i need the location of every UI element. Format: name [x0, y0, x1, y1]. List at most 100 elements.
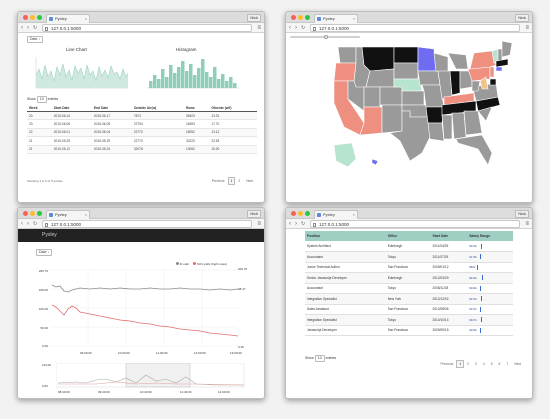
entries-select[interactable]: 10: [36, 96, 47, 103]
back-icon[interactable]: ‹: [289, 25, 291, 31]
close-window-button[interactable]: [23, 211, 28, 216]
minimize-window-button[interactable]: [30, 211, 35, 216]
y-axis-labels: 200.75 150.00 100.00 50.00 0.00: [34, 269, 48, 348]
page-button[interactable]: 4: [482, 362, 485, 366]
address-input[interactable]: 127.0.0.1:5000: [42, 220, 252, 228]
minimize-window-button[interactable]: [30, 15, 35, 20]
browser-tab[interactable]: Pyxley ×: [46, 210, 90, 219]
minimize-window-button[interactable]: [298, 15, 303, 20]
table-cell-position: Accountant: [305, 283, 386, 294]
address-input[interactable]: 127.0.0.1:5000: [42, 24, 252, 32]
prev-page-button[interactable]: Previous: [440, 362, 454, 366]
reload-icon[interactable]: ↻: [33, 221, 38, 227]
page-button[interactable]: 1: [227, 177, 236, 185]
tab-title: Pyxley: [55, 212, 67, 217]
browser-tab[interactable]: Pyxley ×: [46, 14, 90, 23]
forward-icon[interactable]: ›: [27, 221, 29, 227]
entries-select[interactable]: 10: [314, 355, 325, 362]
maximize-window-button[interactable]: [305, 211, 310, 216]
browser-tab[interactable]: Pyxley ×: [314, 210, 358, 219]
table-cell-position: Accountant: [305, 251, 386, 263]
column-header[interactable]: Week: [27, 105, 52, 112]
page-button[interactable]: 2: [238, 179, 241, 183]
user-profile-button[interactable]: Nick: [247, 210, 261, 218]
next-page-button[interactable]: Next: [514, 362, 521, 366]
table-cell: 13.12: [209, 128, 257, 138]
table-cell: 18052: [183, 128, 210, 138]
menu-icon[interactable]: ≡: [525, 221, 529, 227]
salary-low: $170k: [469, 254, 477, 259]
back-icon[interactable]: ‹: [289, 221, 291, 227]
next-page-button[interactable]: Next: [246, 179, 253, 183]
menu-icon[interactable]: ≡: [257, 221, 261, 227]
table-cell-start: 2012/08/06: [430, 304, 468, 315]
prev-page-button[interactable]: Previous: [211, 179, 225, 183]
column-header[interactable]: Gfuente (w/f): [209, 105, 257, 112]
forward-icon[interactable]: ›: [27, 25, 29, 31]
column-header[interactable]: Rows: [183, 105, 210, 112]
column-header[interactable]: Office: [385, 231, 431, 241]
user-profile-button[interactable]: Nick: [247, 14, 261, 22]
column-header[interactable]: End Date: [91, 105, 132, 112]
state-ny: [469, 50, 497, 70]
close-window-button[interactable]: [23, 15, 28, 20]
page-button[interactable]: 3: [475, 362, 477, 366]
legend-item-red[interactable]: SUV-pulls (high notes): [193, 262, 227, 266]
salary-low: $205k: [469, 328, 477, 333]
page-button[interactable]: 7: [506, 362, 509, 366]
legend-item-gray[interactable]: Ib odor: [176, 262, 189, 266]
map-states: [333, 41, 513, 168]
series-red-line: [51, 304, 239, 337]
close-window-button[interactable]: [291, 211, 296, 216]
forward-icon[interactable]: ›: [295, 25, 297, 31]
back-icon[interactable]: ‹: [21, 25, 23, 31]
menu-icon[interactable]: ≡: [257, 25, 261, 31]
column-header[interactable]: Salary Range: [467, 231, 513, 241]
address-input[interactable]: 127.0.0.1:5000: [310, 24, 520, 32]
range-navigator[interactable]: [56, 363, 246, 389]
column-header[interactable]: Outside Air(w): [131, 105, 184, 112]
back-icon[interactable]: ‹: [21, 221, 23, 227]
user-profile-button[interactable]: Nick: [515, 14, 529, 22]
table-cell: 2015-06-01: [51, 128, 92, 138]
close-tab-icon[interactable]: ×: [352, 212, 355, 217]
date-filter-dropdown[interactable]: Date ↓: [36, 249, 53, 256]
close-tab-icon[interactable]: ×: [84, 16, 87, 21]
table-row: 23 2015-06-06 2015-06-09 22754 24653 17.70: [27, 119, 257, 129]
table-cell-start: 2008/11/28: [430, 283, 468, 294]
close-window-button[interactable]: [291, 15, 296, 20]
reload-icon[interactable]: ↻: [301, 221, 306, 227]
page-button[interactable]: 1: [456, 360, 465, 368]
reload-icon[interactable]: ↻: [301, 25, 306, 31]
menu-icon[interactable]: ≡: [525, 25, 529, 31]
close-tab-icon[interactable]: ×: [84, 212, 87, 217]
page-button[interactable]: 6: [498, 362, 501, 366]
state-hi: [371, 158, 379, 166]
browser-tab[interactable]: Pyxley ×: [314, 14, 358, 23]
date-filter-dropdown[interactable]: Date ↓: [27, 36, 44, 43]
navbar-brand[interactable]: Pyxley: [42, 232, 57, 238]
salary-low: $137k: [469, 307, 477, 312]
page-button[interactable]: 5: [490, 362, 493, 366]
maximize-window-button[interactable]: [37, 15, 42, 20]
minimize-window-button[interactable]: [298, 211, 303, 216]
reload-icon[interactable]: ↻: [33, 25, 38, 31]
table-cell-salary: $320k: [467, 241, 513, 252]
column-header[interactable]: Position: [305, 231, 386, 241]
navigator-selection[interactable]: [125, 363, 191, 388]
state-wi: [433, 52, 449, 74]
close-tab-icon[interactable]: ×: [352, 16, 355, 21]
maximize-window-button[interactable]: [305, 15, 310, 20]
show-entries: Show 10 entries: [305, 355, 337, 362]
maximize-window-button[interactable]: [37, 211, 42, 216]
forward-icon[interactable]: ›: [295, 221, 297, 227]
page-button[interactable]: 2: [467, 362, 469, 366]
table-cell: 15.00: [209, 145, 257, 154]
table-cell: 2015-05-24: [91, 145, 132, 154]
column-header[interactable]: Start Date: [430, 231, 468, 241]
user-profile-button[interactable]: Nick: [515, 210, 529, 218]
column-header[interactable]: Start Date: [51, 105, 92, 112]
slider-handle[interactable]: [324, 35, 328, 39]
address-input[interactable]: 127.0.0.1:5000: [310, 220, 520, 228]
us-choropleth-map: [333, 41, 513, 168]
